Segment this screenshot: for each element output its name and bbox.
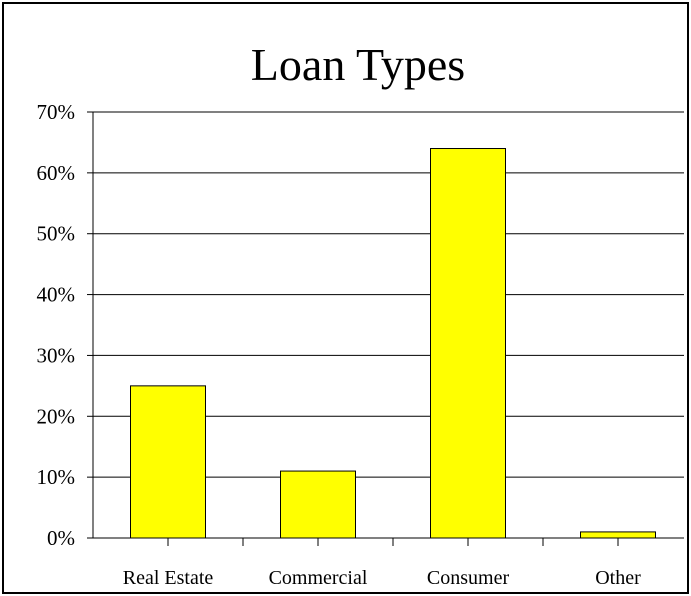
y-tick-label: 30%: [37, 343, 76, 367]
bar: [280, 470, 356, 539]
x-tick-label: Commercial: [269, 567, 368, 589]
x-tick-label: Real Estate: [123, 567, 214, 589]
bars: [130, 148, 656, 539]
bar: [580, 531, 656, 539]
y-tick-label: 70%: [37, 100, 76, 124]
y-tick-labels: 0% 10% 20% 30% 40% 50% 60% 70%: [37, 100, 76, 550]
y-tick-label: 60%: [37, 161, 76, 185]
bar: [430, 148, 506, 539]
bar: [130, 385, 206, 539]
x-tick-label: Other: [595, 567, 641, 589]
y-tick-label: 0%: [47, 526, 75, 550]
axes: [87, 111, 684, 546]
y-tick-label: 50%: [37, 222, 76, 246]
chart-title: Loan Types: [251, 39, 465, 90]
y-tick-label: 20%: [37, 404, 76, 428]
y-tick-label: 40%: [37, 283, 76, 307]
y-tick-label: 10%: [37, 465, 76, 489]
x-tick-labels: Real Estate Commercial Consumer Other: [123, 567, 641, 589]
x-tick-label: Consumer: [427, 567, 510, 589]
